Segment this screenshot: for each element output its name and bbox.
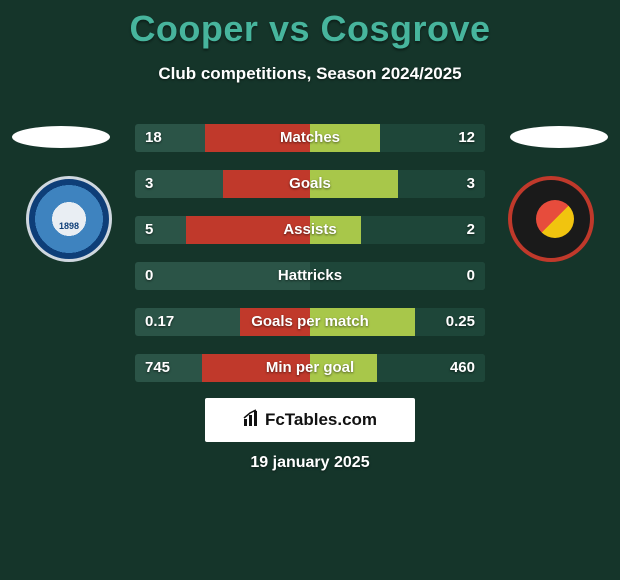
stat-row: Min per goal745 460 [135, 354, 485, 382]
stat-label: Goals [135, 170, 485, 198]
stat-value-right: 12 [448, 124, 485, 152]
stat-value-right: 460 [440, 354, 485, 382]
club-crest-icon [26, 176, 112, 262]
chart-icon [243, 409, 261, 432]
brand-text: FcTables.com [265, 410, 377, 430]
title-vs: vs [269, 8, 310, 49]
stats-bars: Matches18 12 Goals3 3 Assists5 2 Hattricks0 0 Go… [135, 124, 485, 400]
stat-value-right: 0.25 [436, 308, 485, 336]
title-player-right: Cosgrove [321, 8, 491, 49]
snapshot-date: 19 january 2025 [0, 454, 620, 472]
subtitle: Club competitions, Season 2024/2025 [0, 64, 620, 84]
stat-value-right: 2 [457, 216, 485, 244]
left-player-silhouette [12, 126, 110, 148]
left-club-crest [26, 176, 112, 262]
stat-value-right: 3 [457, 170, 485, 198]
right-club-crest [508, 176, 594, 262]
stat-row: Assists5 2 [135, 216, 485, 244]
stat-label: Matches [135, 124, 485, 152]
stat-value-left: 0.17 [135, 308, 184, 336]
stat-label: Assists [135, 216, 485, 244]
right-player-silhouette [510, 126, 608, 148]
stat-value-left: 0 [135, 262, 163, 290]
fctables-logo: FcTables.com [205, 398, 415, 442]
stat-value-left: 745 [135, 354, 180, 382]
stat-row: Matches18 12 [135, 124, 485, 152]
stat-label: Min per goal [135, 354, 485, 382]
title-player-left: Cooper [129, 8, 258, 49]
stat-value-right: 0 [457, 262, 485, 290]
stat-value-left: 5 [135, 216, 163, 244]
stat-value-left: 18 [135, 124, 172, 152]
stat-row: Goals3 3 [135, 170, 485, 198]
club-crest-icon [508, 176, 594, 262]
stat-row: Goals per match0.17 0.25 [135, 308, 485, 336]
comparison-card: Cooper vs Cosgrove Club competitions, Se… [0, 0, 620, 580]
stat-label: Goals per match [135, 308, 485, 336]
page-title: Cooper vs Cosgrove [0, 0, 620, 50]
stat-row: Hattricks0 0 [135, 262, 485, 290]
stat-value-left: 3 [135, 170, 163, 198]
stat-label: Hattricks [135, 262, 485, 290]
